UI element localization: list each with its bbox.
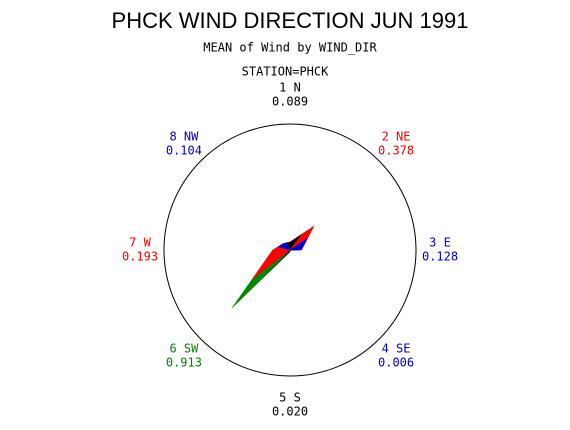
value-label: 0.006 [378,356,414,370]
value-label: 0.378 [378,143,414,157]
frame-circle [163,123,417,377]
value-label: 0.104 [166,143,202,157]
category-label: 1 N [279,81,301,95]
group-label: STATION=PHCK [242,65,329,79]
star-wedge [231,249,291,309]
chart-subtitle: MEAN of Wind by WIND_DIR [203,41,377,55]
category-label: 3 E [429,236,451,250]
value-label: 0.913 [166,356,202,370]
value-label: 0.020 [272,405,308,419]
category-label: 2 NE [382,129,411,143]
value-label: 0.089 [272,95,308,109]
category-label: 8 NW [169,129,199,143]
category-label: 6 SW [169,342,199,356]
star-wedge [277,242,291,251]
category-label: 4 SE [382,342,411,356]
value-label: 0.128 [422,250,458,264]
star-wedge [252,246,291,280]
chart-title: PHCK WIND DIRECTION JUN 1991 [112,8,469,33]
category-label: 5 S [279,391,301,405]
star-wedge [289,249,296,252]
value-label: 0.193 [122,250,158,264]
category-label: 7 W [129,236,151,250]
